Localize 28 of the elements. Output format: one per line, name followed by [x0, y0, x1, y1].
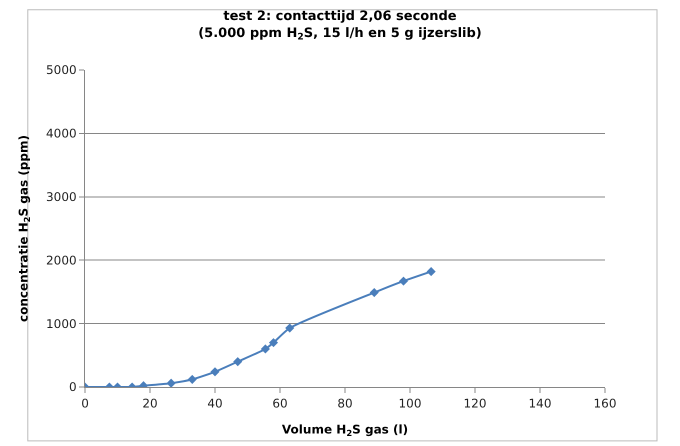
y-tick-label: 4000 [46, 126, 77, 141]
x-tick-label: 20 [142, 396, 158, 410]
point [166, 378, 176, 387]
point [370, 288, 379, 298]
point [426, 267, 436, 276]
x-tick-label: 40 [207, 396, 223, 410]
x-tick-label: 120 [464, 396, 486, 410]
x-tick-label: 80 [337, 396, 353, 410]
point [268, 338, 278, 348]
y-tick-label: 2000 [46, 253, 77, 268]
point [210, 367, 220, 376]
x-tick-label: 100 [398, 396, 422, 410]
y-tick-label: 0 [68, 380, 77, 394]
y-tick-label: 1000 [46, 316, 77, 331]
x-tick-label: 60 [272, 396, 288, 410]
x-axis-title: Volume H$_{2}$S gas (l) [282, 422, 408, 438]
y-tick-label: 3000 [46, 190, 77, 204]
x-tick-label: 160 [594, 396, 616, 410]
chart-subtitle: (5.000 ppm H$_{2}$S, 15 l/h en 5 g ijzerslib) [198, 26, 482, 43]
chart-title: test 2: contacttijd 2,06 seconde [223, 9, 457, 24]
point [398, 276, 408, 286]
point [188, 374, 197, 384]
x-tick-label: 0 [81, 396, 89, 410]
x-tick-label: 140 [528, 396, 552, 410]
point [260, 344, 270, 354]
point [285, 323, 294, 333]
point [233, 357, 242, 366]
y-tick-label: 5000 [46, 63, 77, 78]
